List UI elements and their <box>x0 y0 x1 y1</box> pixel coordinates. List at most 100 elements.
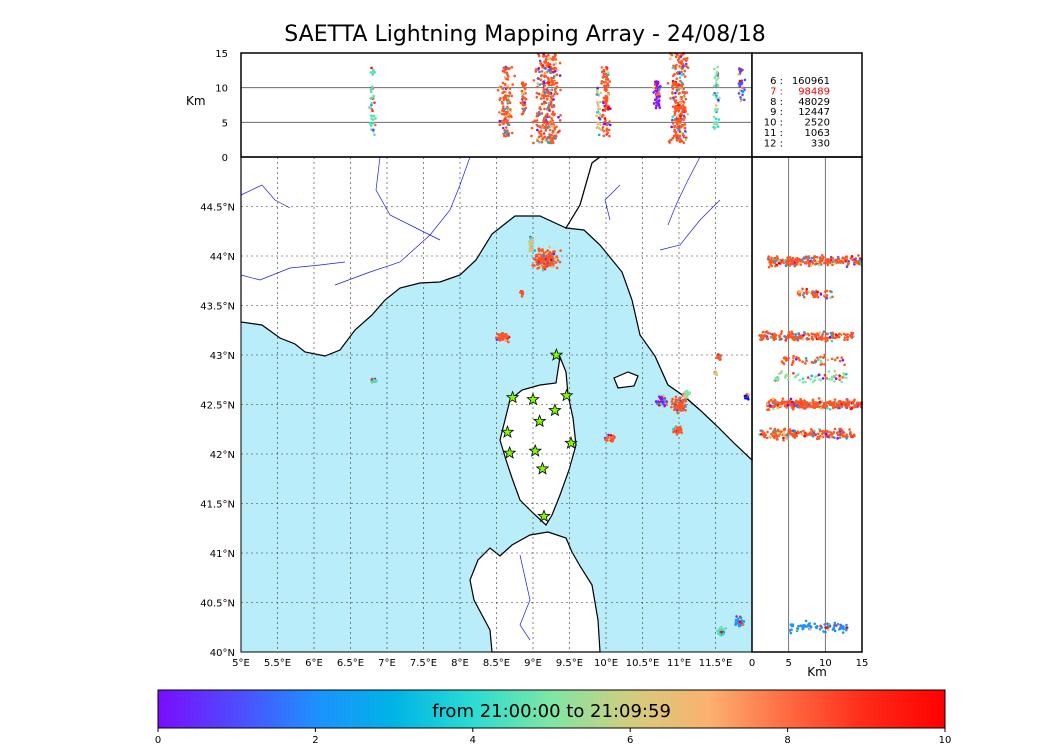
source-point <box>717 354 720 358</box>
altitude-source-point <box>766 430 769 434</box>
altitude-source-point <box>802 401 805 405</box>
altitude-source-point <box>369 97 372 100</box>
altitude-source-point <box>844 376 848 380</box>
station-star <box>537 509 551 523</box>
altitude-source-point <box>784 339 788 342</box>
altitude-source-point <box>546 97 549 101</box>
altitude-source-point <box>714 81 718 85</box>
altitude-source-point <box>540 112 544 115</box>
station-star <box>526 392 540 406</box>
altitude-source-point <box>598 100 602 104</box>
source-point <box>663 404 667 407</box>
altitude-source-point <box>677 103 680 107</box>
altitude-source-point <box>792 354 795 358</box>
colorbar <box>157 689 946 729</box>
altitude-source-point <box>770 432 773 436</box>
station-star <box>532 414 547 428</box>
altitude-source-point <box>523 89 526 93</box>
altitude-source-point <box>548 89 552 92</box>
chart-title: SAETTA Lightning Mapping Array - 24/08/1… <box>284 22 766 47</box>
altitude-source-point <box>833 621 837 625</box>
map-x-tick-label: 6.5°E <box>337 658 364 669</box>
altitude-source-point <box>791 256 795 260</box>
altitude-source-point <box>767 265 771 269</box>
altitude-source-point <box>841 256 845 260</box>
altitude-source-point <box>794 374 798 378</box>
altitude-source-point <box>680 81 684 85</box>
altitude-source-point <box>739 81 743 85</box>
altitude-source-point <box>837 335 841 339</box>
source-point <box>530 243 533 246</box>
source-point <box>504 338 507 342</box>
count-row-label: 11 : <box>764 128 783 139</box>
altitude-source-point <box>671 115 675 119</box>
altitude-source-point <box>683 75 687 78</box>
river-line <box>240 184 291 209</box>
altitude-source-point <box>819 260 822 264</box>
source-point <box>716 629 719 633</box>
altitude-source-point <box>504 112 507 116</box>
altitude-source-point <box>683 129 687 133</box>
altitude-source-point <box>686 112 690 116</box>
altitude-source-point <box>781 361 785 364</box>
altitude-source-point <box>546 63 550 66</box>
italy-coast-landmass <box>564 156 753 462</box>
altitude-source-point <box>737 92 741 95</box>
altitude-source-point <box>790 330 794 334</box>
altitude-source-point <box>789 429 793 433</box>
altitude-source-point <box>714 117 718 121</box>
altitude-source-point <box>498 119 502 123</box>
altitude-source-point <box>681 108 685 111</box>
altitude-source-point <box>819 293 823 296</box>
altitude-source-point <box>676 101 680 105</box>
altitude-source-point <box>780 330 784 333</box>
map-y-tick-label: 43°N <box>210 351 235 362</box>
altitude-source-point <box>596 102 600 106</box>
altitude-source-point <box>772 407 775 411</box>
source-point <box>521 292 525 295</box>
altitude-source-point <box>854 405 857 408</box>
altitude-source-point <box>814 375 817 379</box>
altitude-source-point <box>826 406 829 410</box>
altitude-source-point <box>833 624 836 627</box>
altitude-source-point <box>542 132 546 135</box>
altitude-source-point <box>842 332 846 336</box>
altitude-source-point <box>506 84 510 87</box>
altitude-source-point <box>503 131 507 135</box>
altitude-source-point <box>681 91 685 94</box>
altitude-source-point <box>786 378 790 381</box>
altitude-source-point <box>849 433 853 437</box>
altitude-source-point <box>808 403 812 407</box>
altitude-source-point <box>836 437 839 440</box>
source-point <box>738 624 742 627</box>
altitude-source-point <box>818 428 822 432</box>
altitude-source-point <box>836 256 840 259</box>
altitude-source-point <box>371 109 374 113</box>
altitude-source-point <box>548 133 551 136</box>
altitude-source-point <box>545 120 549 124</box>
altitude-source-point <box>836 258 839 261</box>
altitude-source-point <box>523 108 527 112</box>
altitude-source-point <box>539 62 542 65</box>
altitude-source-point <box>539 129 543 133</box>
altitude-source-point <box>787 330 791 334</box>
altitude-source-point <box>596 121 600 124</box>
altitude-source-point <box>833 398 837 401</box>
altitude-source-point <box>537 54 541 58</box>
altitude-source-point <box>681 133 685 136</box>
altitude-source-point <box>831 256 835 260</box>
altitude-source-point <box>816 290 819 294</box>
altitude-source-point <box>682 135 686 139</box>
altitude-source-point <box>370 128 373 131</box>
altitude-source-point <box>838 429 842 433</box>
altitude-source-point <box>834 377 838 380</box>
altitude-source-point <box>604 72 608 75</box>
source-point <box>545 254 549 257</box>
altitude-source-point <box>536 139 539 142</box>
source-point <box>676 398 679 402</box>
altitude-source-point <box>677 125 680 129</box>
altitude-source-point <box>678 101 682 105</box>
altitude-source-point <box>787 428 791 432</box>
altitude-source-point <box>796 627 800 631</box>
altitude-source-point <box>761 431 764 434</box>
